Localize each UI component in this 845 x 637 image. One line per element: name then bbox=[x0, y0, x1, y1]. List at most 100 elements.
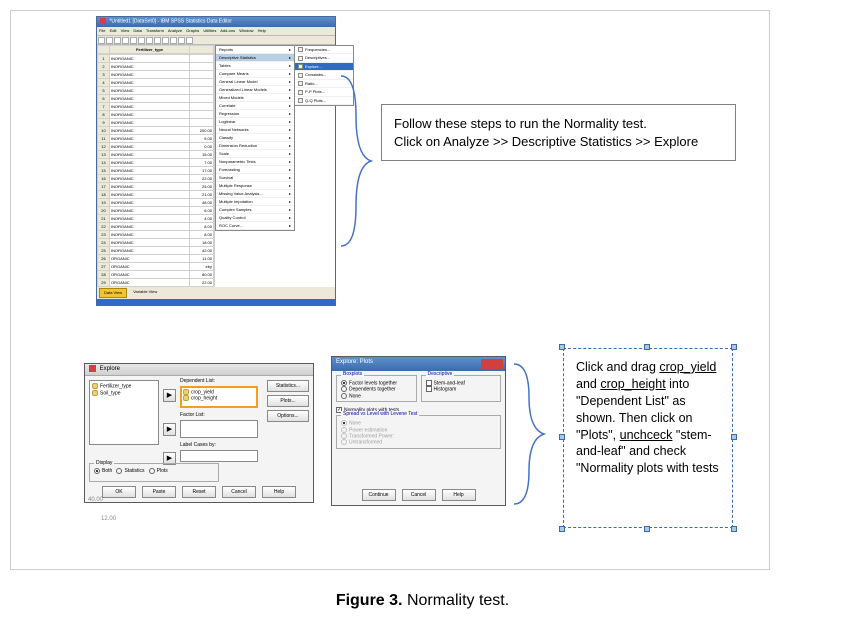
toolbar-button[interactable] bbox=[186, 37, 193, 44]
analyze-item[interactable]: Nonparametric Tests▸ bbox=[216, 158, 294, 166]
reset-button[interactable]: Reset bbox=[182, 486, 216, 498]
analyze-item[interactable]: Dimension Reduction▸ bbox=[216, 142, 294, 150]
cancel-button[interactable]: Cancel bbox=[222, 486, 256, 498]
table-row[interactable]: 21INORGANIC4.00 bbox=[98, 215, 214, 223]
table-row[interactable]: 18INORGANIC21.00 bbox=[98, 191, 214, 199]
toolbar-button[interactable] bbox=[130, 37, 137, 44]
table-row[interactable]: 2INORGANIC bbox=[98, 63, 214, 71]
continue-button[interactable]: Continue bbox=[362, 489, 396, 501]
menu-file[interactable]: File bbox=[99, 28, 105, 33]
table-row[interactable]: 6INORGANIC bbox=[98, 95, 214, 103]
menu-edit[interactable]: Edit bbox=[110, 28, 117, 33]
analyze-item[interactable]: Neural Networks▸ bbox=[216, 126, 294, 134]
spss-data-grid[interactable]: Fertilizer_type 1INORGANIC2INORGANIC3INO… bbox=[97, 45, 215, 287]
move-to-dependent-button[interactable]: ▶ bbox=[163, 389, 176, 402]
table-row[interactable]: 19INORGANIC48.00 bbox=[98, 199, 214, 207]
dep-var-height[interactable]: crop_height bbox=[183, 395, 255, 401]
table-row[interactable]: 5INORGANIC bbox=[98, 87, 214, 95]
toolbar-button[interactable] bbox=[122, 37, 129, 44]
analyze-item[interactable]: Generalized Linear Models▸ bbox=[216, 86, 294, 94]
table-row[interactable]: 26ORGANIC11.00 bbox=[98, 255, 214, 263]
table-row[interactable]: 10INORGANIC200.00 bbox=[98, 127, 214, 135]
analyze-item[interactable]: Scale▸ bbox=[216, 150, 294, 158]
table-row[interactable]: 20INORGANIC6.00 bbox=[98, 207, 214, 215]
statistics-button[interactable]: Statistics... bbox=[267, 380, 309, 392]
toolbar-button[interactable] bbox=[114, 37, 121, 44]
data-rows[interactable]: 1INORGANIC2INORGANIC3INORGANIC4INORGANIC… bbox=[97, 54, 214, 287]
paste-button[interactable]: Paste bbox=[142, 486, 176, 498]
menu-view[interactable]: View bbox=[121, 28, 130, 33]
analyze-item[interactable]: Descriptive Statistics▸ bbox=[216, 54, 294, 62]
table-row[interactable]: 15INORGANIC17.00 bbox=[98, 167, 214, 175]
table-row[interactable]: 28ORGANIC80.00 bbox=[98, 271, 214, 279]
toolbar-button[interactable] bbox=[98, 37, 105, 44]
analyze-item[interactable]: Mixed Models▸ bbox=[216, 94, 294, 102]
menu-graphs[interactable]: Graphs bbox=[186, 28, 199, 33]
analyze-item[interactable]: Forecasting▸ bbox=[216, 166, 294, 174]
tab-data-view[interactable]: Data View bbox=[99, 288, 127, 298]
table-row[interactable]: 4INORGANIC bbox=[98, 79, 214, 87]
table-row[interactable]: 1INORGANIC bbox=[98, 55, 214, 63]
table-row[interactable]: 25INORGANIC42.00 bbox=[98, 247, 214, 255]
analyze-item[interactable]: Multiple Imputation▸ bbox=[216, 198, 294, 206]
source-var-soil[interactable]: Soil_type bbox=[92, 390, 156, 396]
analyze-item[interactable]: Classify▸ bbox=[216, 134, 294, 142]
options-button[interactable]: Options... bbox=[267, 410, 309, 422]
table-row[interactable]: 27ORGANICeby bbox=[98, 263, 214, 271]
factor-list-box[interactable] bbox=[180, 420, 258, 438]
analyze-menu[interactable]: Reports▸Descriptive Statistics▸Tables▸Co… bbox=[215, 45, 295, 231]
menu-help[interactable]: Help bbox=[258, 28, 266, 33]
table-row[interactable]: 29ORGANIC22.00 bbox=[98, 279, 214, 287]
spss-menubar[interactable]: File Edit View Data Transform Analyze Gr… bbox=[97, 27, 335, 36]
radio-plots[interactable]: Plots bbox=[149, 468, 168, 474]
table-row[interactable]: 12INORGANIC0.00 bbox=[98, 143, 214, 151]
ok-button[interactable]: OK bbox=[102, 486, 136, 498]
toolbar-button[interactable] bbox=[106, 37, 113, 44]
menu-addons[interactable]: Add-ons bbox=[220, 28, 235, 33]
analyze-item[interactable]: Reports▸ bbox=[216, 46, 294, 54]
analyze-item[interactable]: Multiple Response▸ bbox=[216, 182, 294, 190]
table-row[interactable]: 23INORGANIC8.00 bbox=[98, 231, 214, 239]
table-row[interactable]: 16INORGANIC22.00 bbox=[98, 175, 214, 183]
check-histogram[interactable]: Histogram bbox=[426, 386, 497, 392]
analyze-item[interactable]: Correlate▸ bbox=[216, 102, 294, 110]
toolbar-button[interactable] bbox=[138, 37, 145, 44]
toolbar-button[interactable] bbox=[170, 37, 177, 44]
close-icon[interactable] bbox=[481, 359, 503, 369]
menu-data[interactable]: Data bbox=[133, 28, 141, 33]
menu-analyze[interactable]: Analyze bbox=[168, 28, 182, 33]
source-variable-list[interactable]: Fertilizer_type Soil_type bbox=[89, 380, 159, 445]
menu-window[interactable]: Window bbox=[239, 28, 253, 33]
analyze-item[interactable]: Compare Means▸ bbox=[216, 70, 294, 78]
table-row[interactable]: 9INORGANIC bbox=[98, 119, 214, 127]
radio-boxplots-none[interactable]: None bbox=[341, 393, 412, 399]
analyze-item[interactable]: Quality Control▸ bbox=[216, 214, 294, 222]
table-row[interactable]: 24INORGANIC18.00 bbox=[98, 239, 214, 247]
toolbar-button[interactable] bbox=[162, 37, 169, 44]
analyze-item[interactable]: General Linear Model▸ bbox=[216, 78, 294, 86]
submenu-item[interactable]: Descriptives... bbox=[295, 54, 353, 62]
toolbar-button[interactable] bbox=[154, 37, 161, 44]
radio-statistics[interactable]: Statistics bbox=[116, 468, 144, 474]
data-table[interactable]: Fertilizer_type bbox=[97, 45, 214, 54]
analyze-item[interactable]: Regression▸ bbox=[216, 110, 294, 118]
table-row[interactable]: 3INORGANIC bbox=[98, 71, 214, 79]
dependent-list-box[interactable]: crop_yield crop_height bbox=[180, 386, 258, 408]
table-row[interactable]: 30ORGANIC72.00 bbox=[98, 287, 214, 288]
toolbar-button[interactable] bbox=[146, 37, 153, 44]
table-row[interactable]: 11INORGANIC5.00 bbox=[98, 135, 214, 143]
toolbar-button[interactable] bbox=[178, 37, 185, 44]
table-row[interactable]: 17INORGANIC25.00 bbox=[98, 183, 214, 191]
move-to-factor-button[interactable]: ▶ bbox=[163, 423, 176, 436]
source-var-fertilizer[interactable]: Fertilizer_type bbox=[92, 383, 156, 389]
menu-transform[interactable]: Transform bbox=[146, 28, 164, 33]
table-row[interactable]: 13INORGANIC15.00 bbox=[98, 151, 214, 159]
table-row[interactable]: 7INORGANIC bbox=[98, 103, 214, 111]
analyze-item[interactable]: Tables▸ bbox=[216, 62, 294, 70]
plots-cancel-button[interactable]: Cancel bbox=[402, 489, 436, 501]
table-row[interactable]: 14INORGANIC7.00 bbox=[98, 159, 214, 167]
analyze-item[interactable]: Complex Samples▸ bbox=[216, 206, 294, 214]
analyze-item[interactable]: Loglinear▸ bbox=[216, 118, 294, 126]
analyze-item[interactable]: Survival▸ bbox=[216, 174, 294, 182]
help-button[interactable]: Help bbox=[262, 486, 296, 498]
